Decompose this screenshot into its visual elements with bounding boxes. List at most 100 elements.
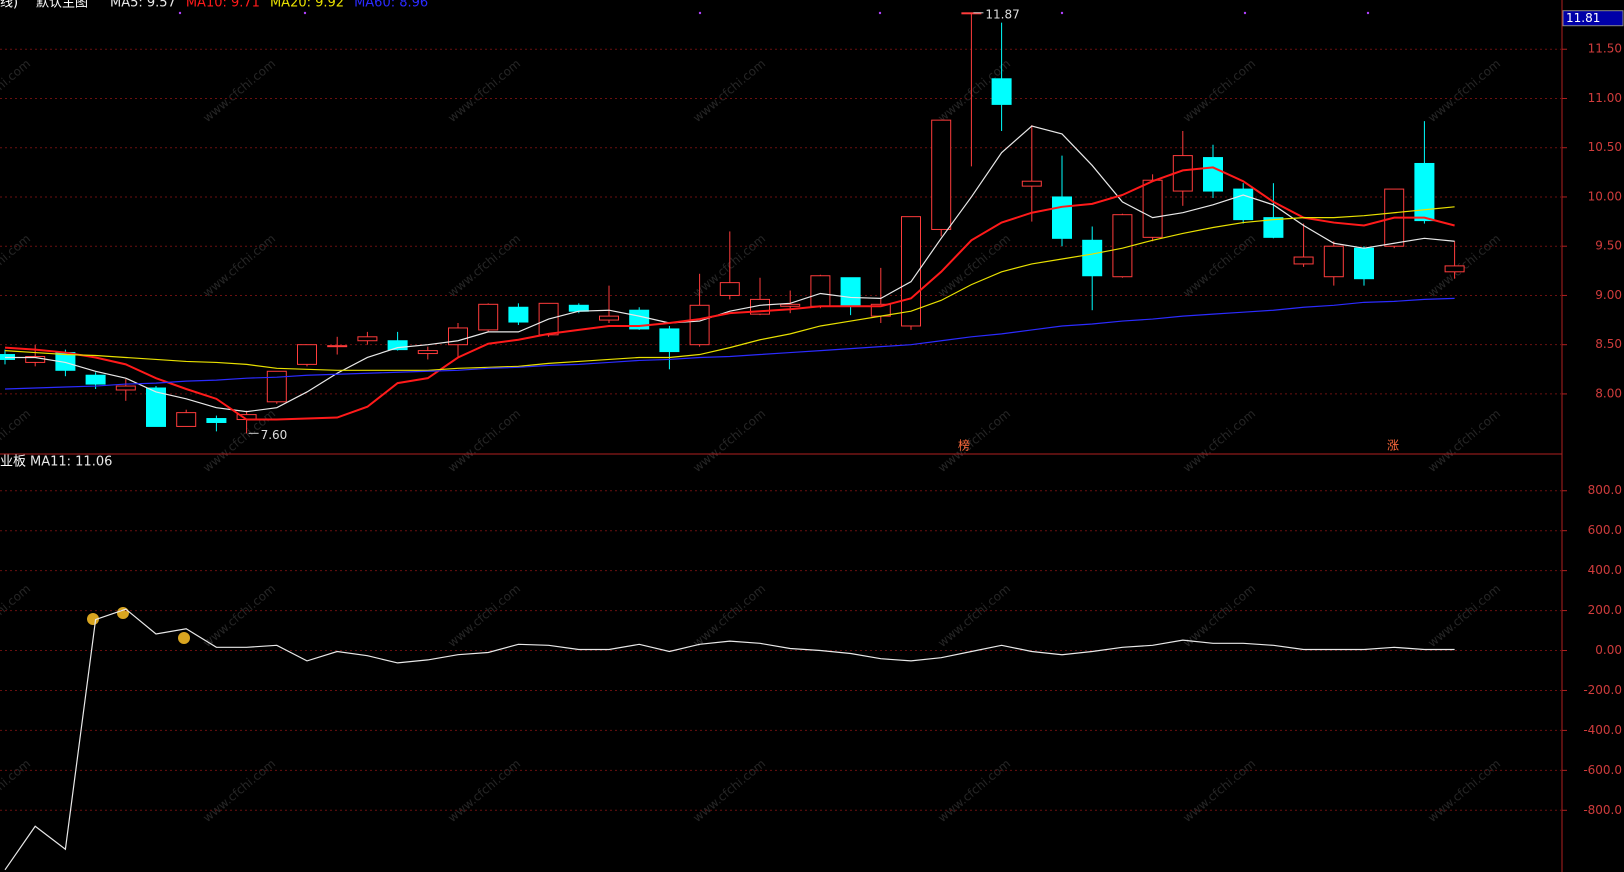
watermark: www.cfchi.com [690, 581, 768, 650]
watermark: www.cfchi.com [445, 581, 523, 650]
money-icon [87, 613, 99, 625]
chart-title: 业板 [0, 455, 26, 470]
candle-body [115, 385, 136, 391]
chart-title: 默认主图 [36, 0, 88, 11]
candle-body [1112, 214, 1133, 278]
y-tick-label: 11.50 [1588, 42, 1622, 56]
candle-body [297, 344, 317, 365]
y-tick-label: 9.50 [1595, 239, 1622, 253]
y-tick-label: 200.0 [1588, 603, 1622, 617]
dot [303, 11, 307, 15]
candle-body [266, 370, 287, 403]
y-tick-label: 9.00 [1595, 288, 1622, 302]
watermark: www.cfchi.com [0, 581, 33, 650]
candle-body [1444, 265, 1465, 273]
candle-body [599, 315, 619, 321]
y-tick-label: 11.00 [1588, 91, 1622, 105]
y-tick-label: -400.0 [1583, 723, 1622, 737]
watermark: www.cfchi.com [445, 231, 523, 300]
watermark: www.cfchi.com [935, 581, 1013, 650]
y-tick-label: 10.00 [1588, 189, 1622, 203]
candle-body [931, 119, 952, 230]
candle-body [810, 275, 831, 307]
y-tick-label: 8.50 [1595, 337, 1622, 351]
candle-body [1142, 179, 1163, 238]
legend-entry: MA10: 9.71 [186, 0, 260, 11]
candle-body [1082, 239, 1103, 277]
price-label: 11.81 [1566, 11, 1600, 25]
watermark: www.cfchi.com [935, 406, 1013, 475]
watermark: www.cfchi.com [1180, 581, 1258, 650]
candle-body [1354, 247, 1374, 280]
watermark: www.cfchi.com [445, 56, 523, 125]
candle-body [357, 336, 378, 342]
watermark: www.cfchi.com [935, 756, 1013, 825]
dot [1243, 11, 1247, 15]
dot [698, 11, 702, 15]
watermark: www.cfchi.com [1425, 56, 1503, 125]
marker: 榜 [958, 438, 970, 453]
y-tick-label: 400.0 [1588, 563, 1622, 577]
candle-body [508, 306, 529, 323]
watermark: www.cfchi.com [200, 581, 278, 650]
candle-body [840, 277, 861, 307]
candle-body [85, 374, 106, 385]
y-tick-label: -200.0 [1583, 683, 1622, 697]
watermark: www.cfchi.com [1425, 581, 1503, 650]
legend-entry: MA60: 8.96 [354, 0, 428, 11]
watermark: www.cfchi.com [445, 406, 523, 475]
watermark: www.cfchi.com [200, 756, 278, 825]
watermark: www.cfchi.com [0, 56, 33, 125]
y-tick-label: -800.0 [1583, 803, 1622, 817]
ma-line [4, 608, 1455, 871]
candle-body [387, 340, 408, 351]
ma-line [4, 297, 1455, 390]
candle-body [1052, 196, 1072, 239]
watermark: www.cfchi.com [1425, 756, 1503, 825]
y-tick-label: 800.0 [1588, 483, 1622, 497]
candle-body [1263, 217, 1284, 238]
candle-body [1203, 157, 1223, 192]
watermark: www.cfchi.com [0, 231, 33, 300]
candle-body [568, 304, 589, 312]
watermark: www.cfchi.com [1180, 756, 1258, 825]
watermark: www.cfchi.com [445, 756, 523, 825]
watermark: www.cfchi.com [690, 406, 768, 475]
dot [878, 11, 882, 15]
candle-body [1293, 256, 1314, 265]
candle-body [327, 345, 348, 348]
candle-body [448, 327, 468, 346]
candle-body [146, 387, 166, 427]
legend-entry: MA11: 11.06 [30, 455, 112, 470]
ma-line [5, 125, 1455, 413]
candle-body [689, 304, 710, 346]
candle-body [478, 303, 499, 331]
top-dots [178, 11, 1370, 15]
annotation: 11.87 [985, 7, 1019, 21]
money-icon [117, 607, 129, 619]
prefix: 线) [0, 0, 18, 11]
watermark: www.cfchi.com [690, 756, 768, 825]
watermark: www.cfchi.com [1180, 406, 1258, 475]
watermark: www.cfchi.com [200, 231, 278, 300]
watermark: www.cfchi.com [690, 56, 768, 125]
price-box [1562, 10, 1624, 27]
candle-body [1021, 180, 1042, 187]
y-tick-label: -600.0 [1583, 763, 1622, 777]
candle-body [1233, 188, 1254, 221]
watermark: www.cfchi.com [0, 756, 33, 825]
dot [1060, 11, 1064, 15]
candle-body [206, 418, 227, 423]
legend-entry: MA5: 9.57 [110, 0, 176, 11]
candle-body [659, 328, 680, 353]
candle-body [176, 412, 197, 427]
money-icon [178, 632, 190, 644]
y-tick-label: 8.00 [1595, 386, 1622, 400]
marker: 涨 [1387, 438, 1399, 453]
dot [1366, 11, 1370, 15]
watermark: www.cfchi.com [200, 56, 278, 125]
candle-body [719, 282, 740, 296]
annotation: 7.60 [261, 428, 288, 442]
y-tick-label: 0.00 [1595, 643, 1622, 657]
